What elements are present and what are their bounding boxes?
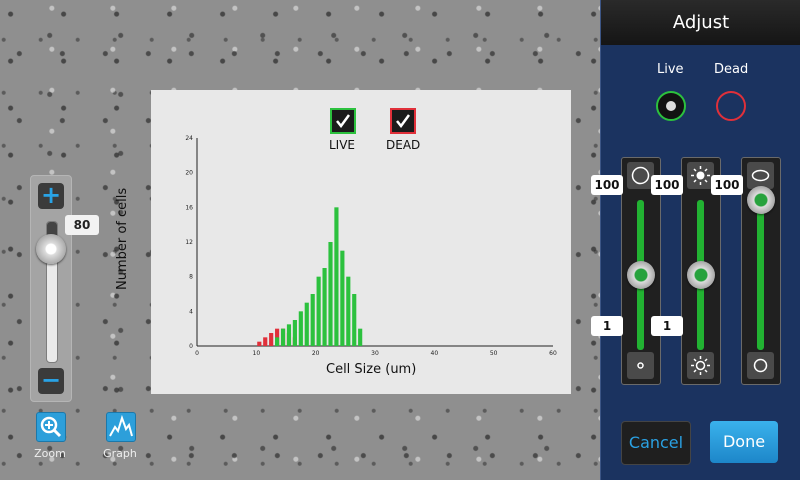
dead-mode-label: Dead xyxy=(714,62,749,77)
zoom-in-icon xyxy=(40,416,62,438)
adjust-panel: Adjust Live Dead 100 1 xyxy=(591,0,800,480)
x-tick-label: 0 xyxy=(195,350,199,357)
bar-live xyxy=(286,324,292,346)
bar-dead xyxy=(257,341,262,346)
circle-icon[interactable] xyxy=(747,352,774,379)
size-threshold-slider xyxy=(621,157,661,385)
size-min-tooltip: 1 xyxy=(591,316,623,336)
histogram-chart: 0 4 8 12 16 20 24 0 10 20 30 40 50 60 xyxy=(185,135,557,357)
x-tick-label: 10 xyxy=(253,350,261,357)
y-tick-label: 8 xyxy=(189,274,193,281)
bar-live xyxy=(358,328,363,346)
y-tick-label: 0 xyxy=(189,343,193,350)
dead-legend-checkbox[interactable] xyxy=(390,108,416,134)
y-tick-label: 4 xyxy=(189,308,193,315)
zoom-slider-knob[interactable] xyxy=(36,234,66,264)
bar-live xyxy=(310,294,315,346)
x-axis-label: Cell Size (um) xyxy=(326,362,417,377)
small-dot-icon[interactable] xyxy=(627,352,654,379)
bar-live xyxy=(322,268,327,346)
bar-live xyxy=(275,337,280,346)
circle-outline-icon[interactable] xyxy=(627,162,654,189)
circularity-slider xyxy=(741,157,781,385)
circularity-track[interactable] xyxy=(757,200,764,350)
dead-mode-radio[interactable] xyxy=(716,91,746,121)
circularity-max-tooltip: 100 xyxy=(711,175,743,195)
histogram-icon xyxy=(109,414,133,437)
zoom-out-button[interactable]: − xyxy=(38,368,64,394)
bar-live xyxy=(304,302,309,346)
bar-dead xyxy=(263,337,268,346)
bar-live xyxy=(328,242,333,346)
ellipse-icon[interactable] xyxy=(747,162,774,189)
radio-selected-dot xyxy=(666,101,676,111)
brightness-high-icon[interactable] xyxy=(687,162,714,189)
dead-legend-label: DEAD xyxy=(386,138,421,152)
bar-live xyxy=(334,207,339,346)
bar-live xyxy=(352,294,357,346)
done-button[interactable]: Done xyxy=(710,421,778,463)
adjust-title: Adjust xyxy=(601,0,800,45)
y-tick-label: 20 xyxy=(185,170,193,177)
zoom-in-button[interactable]: + xyxy=(38,183,64,209)
y-tick-label: 12 xyxy=(185,239,193,246)
zoom-tool-label: Zoom xyxy=(34,447,66,460)
brightness-threshold-knob[interactable] xyxy=(687,261,715,289)
size-max-tooltip: 100 xyxy=(591,175,623,195)
zoom-slider-panel: + − xyxy=(30,175,72,402)
x-tick-label: 60 xyxy=(549,350,557,357)
y-tick-label: 16 xyxy=(185,204,193,211)
graph-tool-button[interactable] xyxy=(106,412,136,442)
check-icon xyxy=(336,114,351,129)
bar-live xyxy=(316,276,321,346)
size-threshold-knob[interactable] xyxy=(627,261,655,289)
bar-dead xyxy=(269,333,274,346)
live-mode-radio[interactable] xyxy=(656,91,686,121)
bar-live xyxy=(298,311,303,346)
x-tick-label: 30 xyxy=(371,350,379,357)
bar-live xyxy=(280,328,286,346)
y-tick-label: 24 xyxy=(185,135,193,142)
live-legend-checkbox[interactable] xyxy=(330,108,356,134)
cancel-button[interactable]: Cancel xyxy=(621,421,691,465)
zoom-tool-button[interactable] xyxy=(36,412,66,442)
circularity-knob[interactable] xyxy=(747,186,775,214)
histogram-card: LIVE DEAD Number of cells 0 4 8 12 16 20 24 0 10… xyxy=(115,90,571,394)
live-legend-label: LIVE xyxy=(329,138,356,152)
live-mode-label: Live xyxy=(657,62,684,77)
brightness-max-tooltip: 100 xyxy=(651,175,683,195)
zoom-value-tooltip: 80 xyxy=(65,215,99,235)
x-tick-label: 40 xyxy=(431,350,439,357)
check-icon xyxy=(396,114,411,129)
x-tick-label: 20 xyxy=(312,350,320,357)
graph-tool-label: Graph xyxy=(103,447,137,460)
bar-live xyxy=(346,276,351,346)
y-axis-label: Number of cells xyxy=(115,187,130,290)
brightness-threshold-slider xyxy=(681,157,721,385)
bar-live xyxy=(292,320,297,346)
brightness-low-icon[interactable] xyxy=(687,352,714,379)
bar-live xyxy=(340,250,345,346)
brightness-min-tooltip: 1 xyxy=(651,316,683,336)
x-tick-label: 50 xyxy=(490,350,498,357)
